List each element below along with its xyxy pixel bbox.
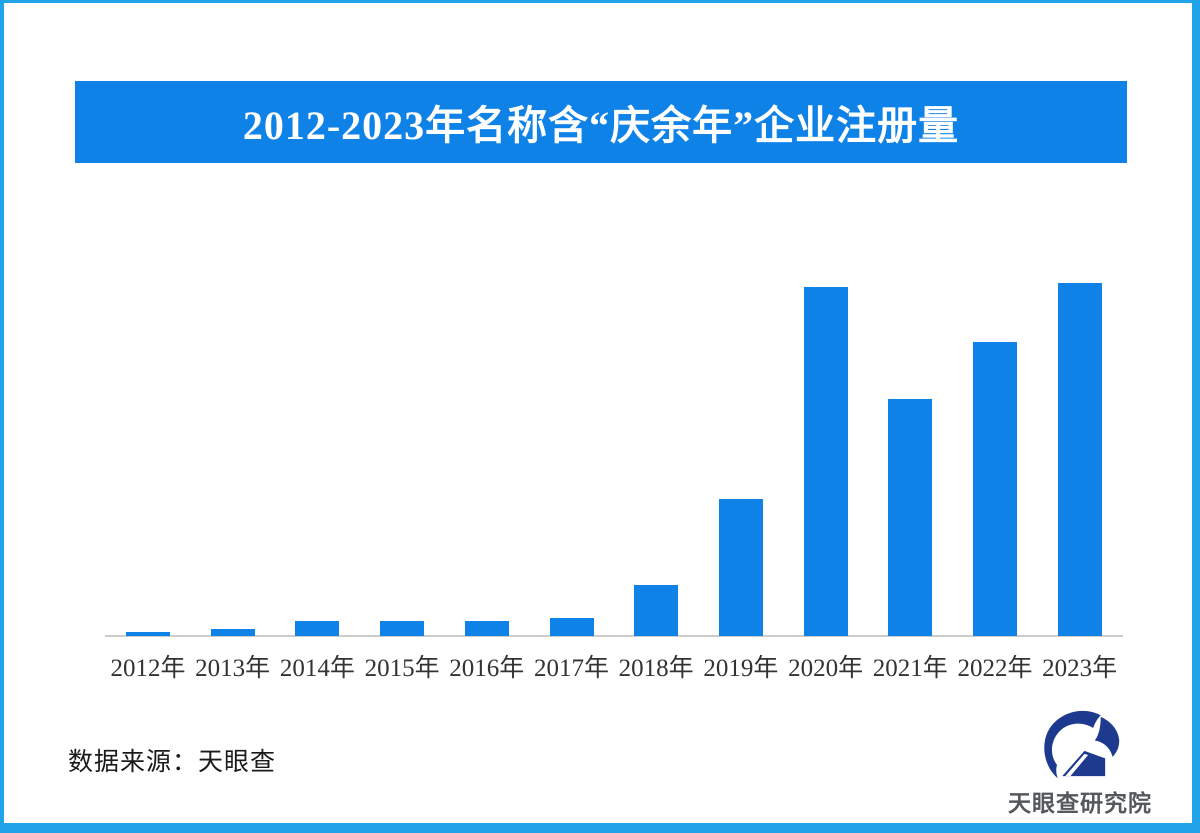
title-banner: 2012-2023年名称含“庆余年”企业注册量	[75, 81, 1127, 163]
tianyancha-eagle-eye-icon	[1044, 710, 1120, 779]
brand-logo-text: 天眼查研究院	[1008, 790, 1152, 816]
page-title: 2012-2023年名称含“庆余年”企业注册量	[242, 103, 960, 148]
data-source-note: 数据来源：天眼查	[68, 749, 277, 776]
brand-logo: 天眼查研究院	[1005, 708, 1155, 818]
